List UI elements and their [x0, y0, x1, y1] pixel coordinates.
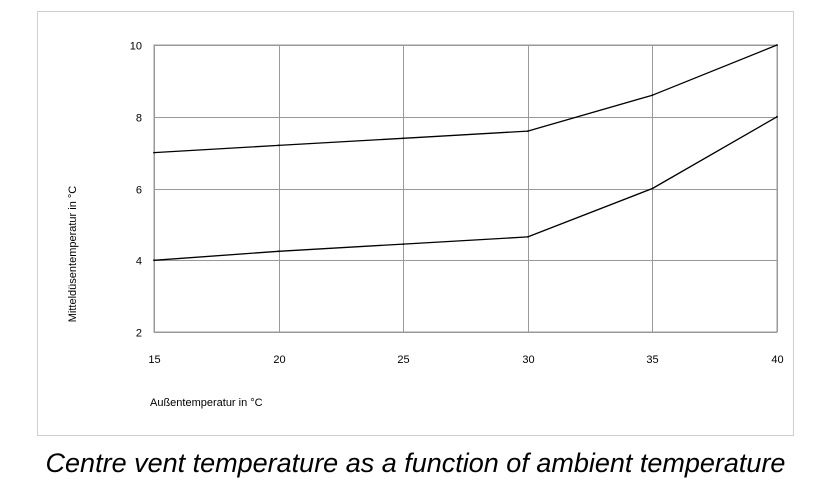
x-tick-label: 30 [522, 354, 534, 366]
x-tick-label: 35 [646, 354, 658, 366]
data-point [776, 44, 778, 46]
data-point [277, 144, 280, 147]
y-tick-label: 4 [136, 256, 142, 268]
series-lines [153, 44, 778, 262]
y-tick-label: 2 [136, 328, 142, 340]
plot-area-border [153, 44, 778, 333]
y-tick-labels: 2 4 6 8 10 [130, 41, 142, 340]
x-axis-title: Außentemperatur in °C [150, 397, 263, 409]
y-tick-label: 6 [136, 185, 142, 197]
x-tick-label: 25 [397, 354, 409, 366]
data-point [277, 250, 280, 253]
data-point [526, 130, 529, 133]
data-point [153, 151, 155, 154]
data-point [153, 259, 155, 262]
x-tick-label: 20 [273, 354, 285, 366]
data-point [651, 94, 654, 97]
data-point [402, 243, 405, 246]
y-tick-label: 8 [136, 113, 142, 125]
series-line-upper [153, 44, 778, 154]
series-line-lower [153, 116, 778, 261]
x-tick-label: 15 [148, 354, 160, 366]
grid [153, 44, 778, 333]
chart-frame [37, 11, 794, 436]
data-point [651, 187, 654, 190]
x-tick-labels: 15 20 25 30 35 40 [148, 354, 783, 366]
x-tick-label: 40 [771, 354, 783, 366]
y-axis-title: Mitteldüsentemperatur in °C [67, 186, 79, 323]
figure-caption: Centre vent temperature as a function of… [45, 448, 786, 478]
y-tick-label: 10 [130, 41, 142, 53]
data-point [776, 115, 778, 118]
data-point [402, 137, 405, 140]
data-point [526, 236, 529, 238]
